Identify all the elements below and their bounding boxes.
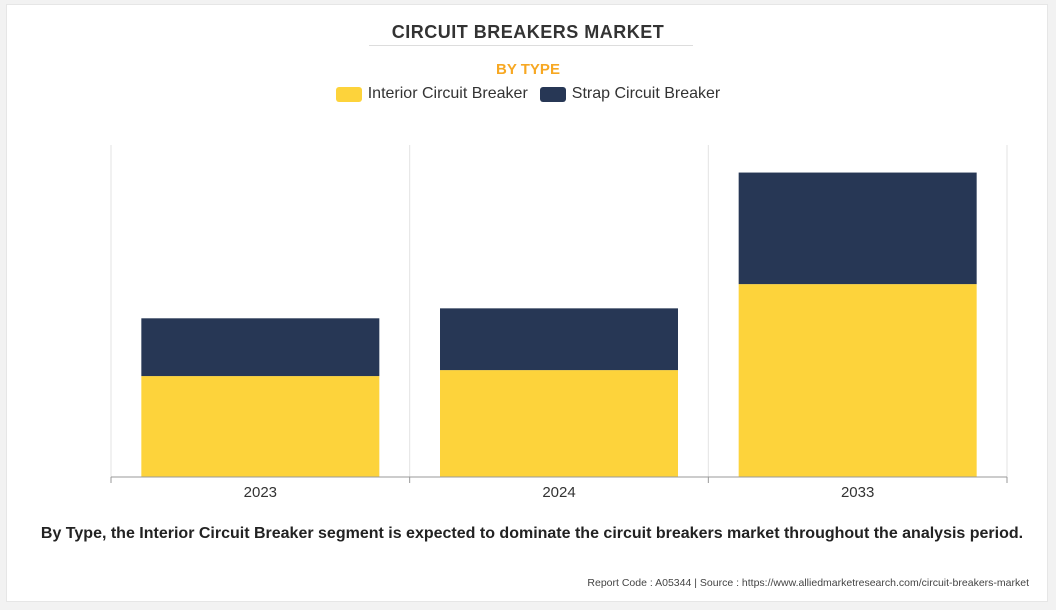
legend: Interior Circuit Breaker Strap Circuit B…: [7, 85, 1049, 103]
bar-strap-2024[interactable]: [440, 308, 678, 371]
title-divider: [369, 45, 693, 46]
chart-card: CIRCUIT BREAKERS MARKET BY TYPE Interior…: [6, 4, 1048, 602]
bar-interior-2023[interactable]: [141, 376, 380, 477]
chart-caption: By Type, the Interior Circuit Breaker se…: [40, 525, 1024, 542]
bar-chart: 2023 2024 2033: [110, 145, 1008, 501]
source-link[interactable]: Source : https://www.alliedmarketresearc…: [699, 577, 1029, 589]
legend-swatch-interior: [335, 86, 362, 102]
bar-strap-2033[interactable]: [738, 172, 977, 285]
x-tick-label-2023: 2023: [244, 484, 277, 501]
bar-interior-2024[interactable]: [440, 370, 678, 477]
footer-separator: |: [694, 577, 697, 589]
legend-label-strap: Strap Circuit Breaker: [571, 85, 721, 102]
legend-item-strap[interactable]: Strap Circuit Breaker: [539, 85, 721, 103]
bar-interior-2033[interactable]: [738, 284, 977, 477]
footer: Report Code : A05344 | Source : https://…: [587, 577, 1029, 589]
x-tick-label-2024: 2024: [542, 484, 575, 501]
chart-title: CIRCUIT BREAKERS MARKET: [391, 22, 665, 42]
legend-label-interior: Interior Circuit Breaker: [367, 85, 528, 102]
legend-swatch-strap: [539, 86, 566, 102]
legend-item-interior[interactable]: Interior Circuit Breaker: [335, 85, 528, 103]
chart-subtitle: BY TYPE: [496, 61, 560, 78]
report-code: Report Code : A05344: [587, 577, 692, 589]
x-tick-label-2033: 2033: [841, 484, 874, 501]
bar-strap-2023[interactable]: [141, 318, 380, 377]
